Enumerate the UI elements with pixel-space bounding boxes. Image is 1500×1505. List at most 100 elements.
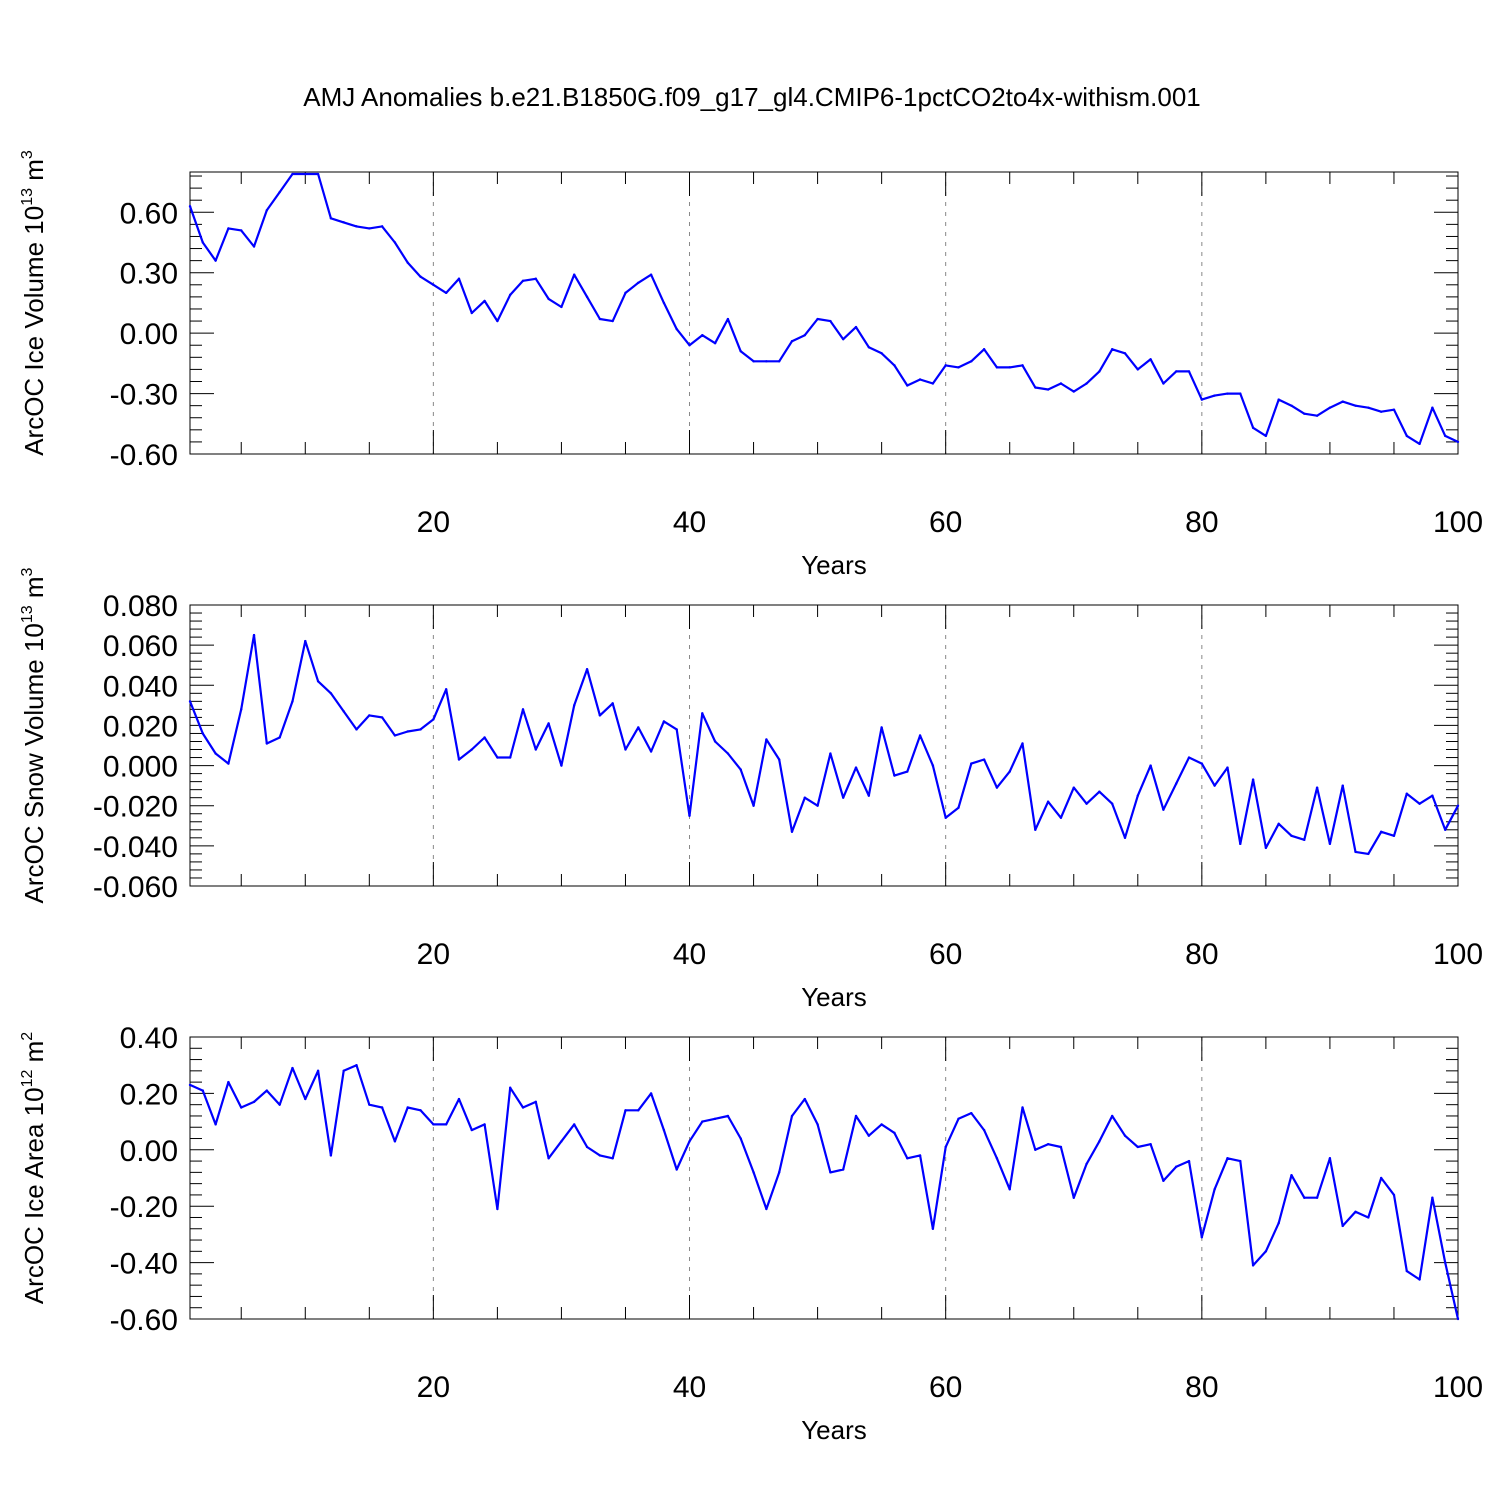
data-point bbox=[521, 279, 525, 282]
x-axis-label: Years bbox=[801, 982, 867, 1012]
data-point bbox=[444, 688, 448, 691]
chart-title: AMJ Anomalies b.e21.B1850G.f09_g17_gl4.C… bbox=[303, 82, 1200, 112]
data-point bbox=[419, 1109, 422, 1112]
data-point bbox=[252, 245, 256, 248]
data-point bbox=[906, 384, 909, 387]
x-tick-label: 80 bbox=[1185, 506, 1218, 539]
data-point bbox=[1379, 830, 1383, 834]
data-point bbox=[803, 796, 806, 799]
data-point bbox=[752, 1171, 755, 1174]
x-tick-label: 20 bbox=[417, 506, 450, 539]
data-point bbox=[906, 770, 909, 773]
y-axis-label: ArcOC Ice Area 1012 m2 bbox=[19, 1032, 49, 1304]
data-point bbox=[906, 1157, 909, 1160]
series-line-ice-volume bbox=[188, 172, 1459, 445]
data-point bbox=[304, 639, 307, 643]
data-point bbox=[1226, 766, 1229, 769]
data-point bbox=[982, 348, 986, 351]
data-point bbox=[573, 273, 576, 276]
y-label-exponent: 12 bbox=[19, 1070, 36, 1088]
data-point bbox=[1277, 398, 1280, 401]
data-point bbox=[432, 718, 435, 721]
data-point bbox=[1405, 1269, 1408, 1273]
data-point bbox=[1098, 1140, 1101, 1143]
data-point bbox=[1315, 414, 1319, 417]
data-point bbox=[560, 305, 563, 309]
data-point bbox=[265, 1089, 269, 1092]
data-point bbox=[1021, 1106, 1024, 1109]
data-point bbox=[1072, 390, 1075, 393]
data-point bbox=[1200, 1236, 1204, 1239]
data-point bbox=[1034, 1148, 1037, 1152]
data-point bbox=[1123, 352, 1127, 355]
data-point bbox=[240, 1106, 243, 1109]
data-point bbox=[1367, 852, 1370, 856]
data-point bbox=[1123, 1134, 1127, 1137]
data-point bbox=[1328, 1157, 1332, 1160]
x-tick-label: 20 bbox=[417, 1371, 450, 1404]
y-label-text: ArcOC Ice Area 10 bbox=[19, 1087, 49, 1304]
data-point bbox=[970, 1111, 973, 1115]
data-point bbox=[496, 1207, 499, 1211]
data-point bbox=[1175, 782, 1178, 785]
data-point bbox=[1354, 404, 1357, 407]
data-point bbox=[406, 730, 409, 733]
data-point bbox=[995, 1157, 999, 1160]
data-point bbox=[1098, 370, 1101, 373]
data-point bbox=[944, 1145, 947, 1149]
data-point bbox=[1162, 808, 1165, 811]
y-tick-label: -0.60 bbox=[110, 1304, 178, 1337]
data-point bbox=[982, 1128, 986, 1132]
data-point bbox=[611, 702, 614, 705]
data-point bbox=[688, 344, 691, 347]
data-point bbox=[1072, 786, 1075, 789]
data-point bbox=[1354, 850, 1357, 854]
data-point bbox=[444, 291, 448, 295]
data-point bbox=[227, 762, 230, 765]
data-point bbox=[637, 281, 640, 284]
data-point bbox=[944, 816, 947, 819]
x-tick-label: 80 bbox=[1185, 938, 1218, 971]
data-point bbox=[227, 1080, 230, 1084]
data-point bbox=[393, 734, 397, 737]
panel-ice-volume: -0.60 -0.30 0.00 0.30 0.60 20 40 60 80 100 Years Ar… bbox=[19, 150, 1483, 580]
data-point bbox=[1213, 394, 1216, 397]
data-point bbox=[829, 752, 832, 755]
data-point bbox=[739, 350, 742, 353]
series-line-snow-volume bbox=[188, 633, 1459, 856]
data-point bbox=[1175, 1165, 1178, 1168]
data-point bbox=[611, 1157, 614, 1160]
data-point bbox=[560, 1140, 563, 1143]
data-point bbox=[1149, 764, 1152, 767]
y-label-unit-exponent: 2 bbox=[19, 1032, 36, 1041]
data-point bbox=[1418, 442, 1421, 446]
data-point bbox=[368, 227, 371, 230]
y-tick-label: -0.060 bbox=[93, 871, 178, 904]
data-point bbox=[675, 327, 678, 331]
data-point bbox=[1443, 1261, 1447, 1264]
y-tick-label: 0.30 bbox=[120, 258, 178, 291]
data-point bbox=[598, 317, 602, 321]
data-point bbox=[790, 830, 794, 834]
data-point bbox=[713, 1117, 717, 1120]
data-point bbox=[1175, 370, 1178, 373]
data-point bbox=[483, 1123, 486, 1126]
data-point bbox=[573, 1123, 576, 1126]
data-point bbox=[777, 1171, 781, 1174]
data-point bbox=[1239, 392, 1242, 395]
data-point bbox=[1328, 406, 1332, 409]
data-point bbox=[585, 668, 589, 671]
data-point bbox=[701, 333, 704, 337]
data-point bbox=[227, 227, 230, 230]
data-point bbox=[1277, 822, 1280, 825]
data-point bbox=[611, 319, 614, 323]
x-tick-label: 40 bbox=[673, 506, 706, 539]
data-point bbox=[829, 319, 832, 323]
data-point bbox=[918, 734, 922, 737]
data-point bbox=[521, 708, 525, 711]
data-point bbox=[944, 364, 947, 367]
data-point bbox=[342, 710, 345, 713]
data-point bbox=[585, 295, 589, 299]
y-tick-label: 0.000 bbox=[103, 751, 178, 784]
